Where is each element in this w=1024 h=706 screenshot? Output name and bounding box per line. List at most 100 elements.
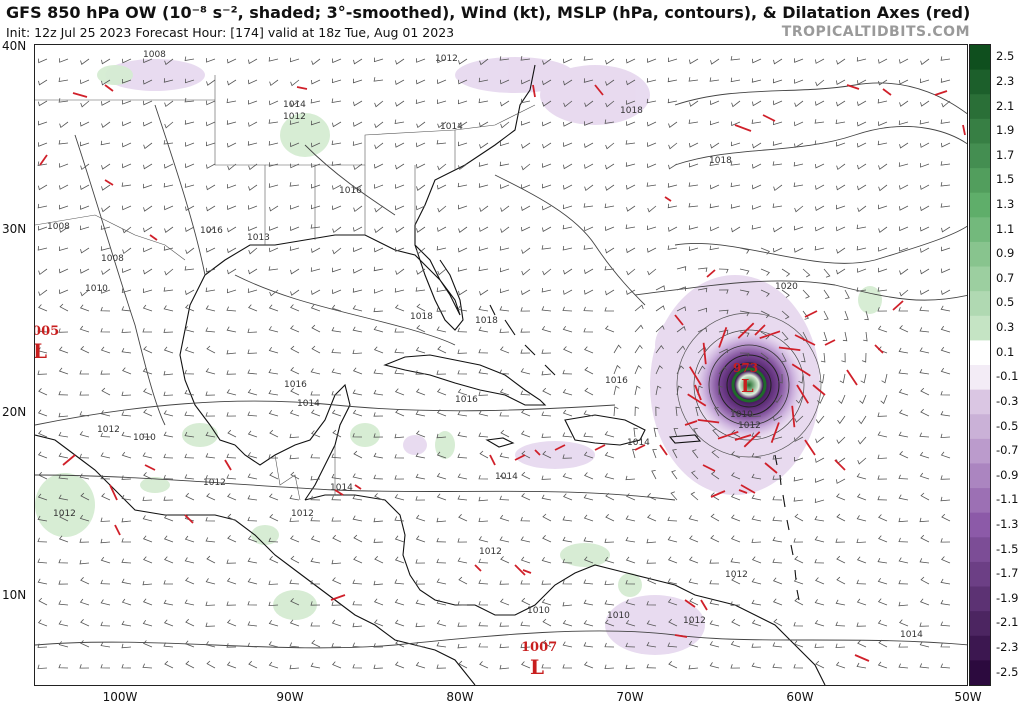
- wind-barb: [311, 163, 321, 168]
- wind-barb: [415, 535, 426, 543]
- wind-barb: [185, 226, 195, 233]
- wind-barb: [646, 663, 657, 669]
- wind-barb: [878, 247, 888, 252]
- wind-barb: [79, 559, 90, 565]
- wind-barb: [331, 78, 342, 84]
- wind-barb: [142, 304, 153, 312]
- wind-barb: [899, 226, 909, 232]
- wind-barb: [731, 429, 741, 438]
- dilatation-axis: [702, 464, 716, 472]
- wind-barb: [920, 268, 930, 275]
- colorbar-swatch: [970, 340, 990, 366]
- wind-barb: [226, 453, 237, 459]
- svg-text:1016: 1016: [339, 186, 362, 196]
- wind-barb: [79, 411, 90, 417]
- wind-barb: [667, 98, 678, 104]
- colorbar-swatch: [970, 241, 990, 268]
- wind-barb: [121, 558, 132, 564]
- wind-barb: [751, 412, 762, 418]
- wind-barb: [353, 226, 363, 232]
- lat-label-40n: 40N: [2, 39, 27, 53]
- wind-barb: [163, 496, 174, 501]
- wind-barb: [247, 600, 258, 606]
- wind-barb: [520, 98, 531, 104]
- wind-barb: [310, 453, 321, 459]
- wind-barb: [583, 410, 594, 417]
- wind-barb: [760, 331, 770, 340]
- wind-barb: [878, 535, 888, 543]
- wind-barb: [394, 516, 405, 522]
- wind-barb: [38, 597, 48, 606]
- wind-barb: [877, 98, 888, 104]
- wind-barb: [142, 663, 153, 669]
- wind-barb: [605, 163, 615, 170]
- wind-barb: [415, 388, 426, 396]
- wind-barb: [794, 79, 804, 84]
- dilatation-axis: [734, 434, 752, 441]
- dilatation-axis: [778, 346, 801, 351]
- wind-barb: [353, 163, 363, 171]
- wind-barb: [541, 411, 552, 417]
- wind-barb: [856, 579, 867, 585]
- wind-barb: [521, 79, 531, 85]
- wind-barb: [226, 306, 237, 312]
- dilatation-axis: [882, 88, 892, 96]
- wind-barb: [822, 331, 828, 342]
- wind-barb: [634, 324, 644, 333]
- wind-barb: [676, 385, 683, 396]
- wind-barb: [122, 100, 132, 105]
- wind-barb: [226, 389, 237, 396]
- wind-barb: [269, 429, 279, 438]
- colorbar-swatch: [970, 611, 990, 637]
- wind-barb: [499, 267, 510, 273]
- wind-barb: [667, 203, 678, 209]
- wind-barb: [877, 598, 888, 606]
- wind-barb: [583, 620, 594, 627]
- wind-barb: [247, 495, 258, 501]
- wind-barb: [353, 121, 363, 127]
- map-panel[interactable]: 1008 1012 1014 1018 1012 1014 1016 1016 …: [34, 44, 968, 686]
- dilatation-axis: [734, 124, 752, 132]
- svg-text:1012: 1012: [435, 54, 458, 64]
- wind-barb: [815, 577, 825, 585]
- wind-barb: [436, 619, 447, 627]
- colorbar-label: -2.3: [996, 640, 1019, 655]
- wind-barb: [709, 203, 720, 209]
- wind-barb: [310, 516, 321, 522]
- wind-barb: [457, 431, 468, 438]
- ow-shading-negative: [105, 57, 820, 655]
- svg-text:1012: 1012: [283, 112, 306, 122]
- wind-barb: [373, 619, 384, 627]
- wind-barb: [562, 619, 573, 627]
- colorbar-label: -2.1: [996, 615, 1019, 630]
- wind-barb: [634, 304, 644, 312]
- wind-barb: [436, 642, 447, 648]
- wind-barb: [331, 140, 342, 145]
- svg-text:L: L: [741, 376, 754, 397]
- wind-barb: [859, 394, 867, 404]
- wind-barb: [248, 205, 258, 210]
- wind-barb: [37, 515, 48, 522]
- wind-barb: [500, 556, 510, 564]
- wind-barb: [499, 288, 510, 294]
- wind-barb: [802, 268, 811, 278]
- wind-barb: [79, 598, 90, 606]
- wind-barb: [289, 664, 300, 670]
- wind-barb: [122, 367, 132, 375]
- wind-barb: [583, 78, 594, 83]
- dilatation-axis: [740, 484, 756, 494]
- wind-barb: [899, 184, 909, 190]
- wind-barb: [416, 226, 426, 233]
- wind-barb: [143, 388, 153, 396]
- wind-barb: [142, 433, 152, 438]
- wind-barb: [290, 142, 300, 148]
- dilatation-axis: [759, 330, 781, 340]
- wind-barb: [415, 641, 426, 648]
- wind-barb: [184, 56, 195, 61]
- wind-barb: [184, 78, 195, 84]
- wind-barb: [436, 599, 447, 606]
- wind-barb: [436, 537, 447, 543]
- wind-barb: [269, 289, 279, 297]
- wind-barb: [164, 58, 174, 66]
- wind-barb: [289, 642, 300, 648]
